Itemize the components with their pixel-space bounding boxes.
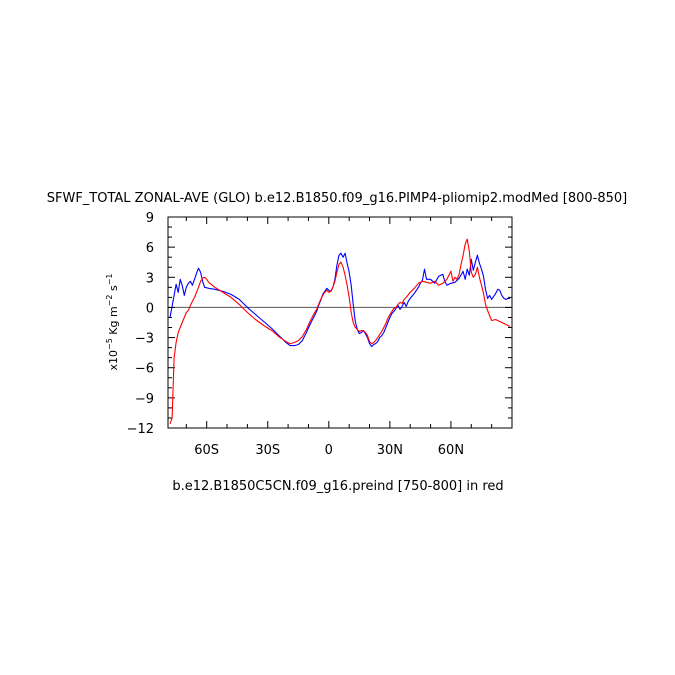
plot-border <box>167 216 513 429</box>
y-tick-label: 9 <box>146 211 154 226</box>
x-tick-label: 30S <box>255 443 280 458</box>
y-tick-label: 6 <box>146 241 154 256</box>
ylabel-prefix: x10 <box>107 350 120 371</box>
x-tick-label: 0 <box>325 443 333 458</box>
axis-ticks <box>168 216 512 429</box>
y-axis-label: x10−5 Kg m−2 s−1 <box>105 273 120 370</box>
chart-title: SFWF_TOTAL ZONAL-AVE (GLO) b.e12.B1850.f… <box>47 191 628 206</box>
ylabel-mid: Kg m <box>107 306 120 338</box>
y-tick-label: −6 <box>135 362 154 377</box>
y-tick-label: −9 <box>135 392 154 407</box>
series-line-blue <box>169 252 510 348</box>
chart-subtitle: b.e12.B1850C5CN.f09_g16.preind [750-800]… <box>172 479 503 494</box>
series-lines <box>169 238 511 425</box>
y-tick-label: 3 <box>146 271 154 286</box>
ylabel-s: s <box>107 285 120 294</box>
ylabel-exp3: −1 <box>105 273 114 285</box>
x-tick-label: 30N <box>377 443 403 458</box>
series-line-red <box>169 238 511 425</box>
y-tick-label: 0 <box>146 301 154 316</box>
x-tick-label: 60S <box>194 443 219 458</box>
y-tick-label: −3 <box>135 332 154 347</box>
ylabel-exp2: −2 <box>105 295 114 307</box>
plot-frame <box>167 216 513 429</box>
y-tick-label: −12 <box>127 422 154 437</box>
ylabel-exp1: −5 <box>105 338 114 350</box>
tick-labels: 9 6 3 0 −3 −6 −9 −12 60S 30S 0 30N 60N <box>127 211 465 458</box>
x-tick-label: 60N <box>438 443 464 458</box>
